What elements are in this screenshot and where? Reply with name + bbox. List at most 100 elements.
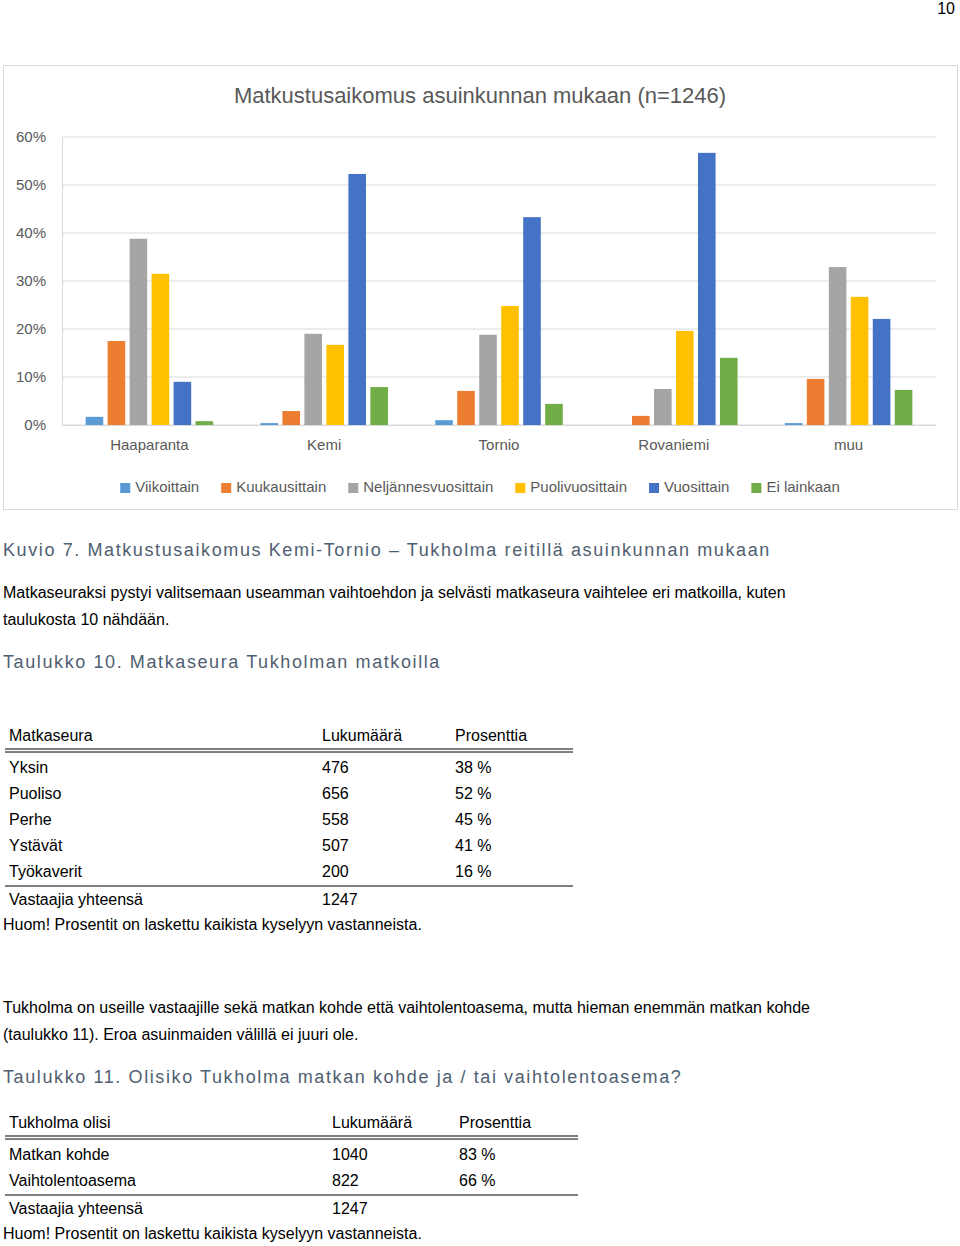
table-cell: Perhe	[9, 811, 52, 828]
table-total: 1247	[322, 891, 358, 908]
legend-swatch	[649, 483, 659, 493]
chart: Matkustusaikomus asuinkunnan mukaan (n=1…	[4, 66, 958, 510]
y-axis: 0%10%20%30%40%50%60%	[16, 128, 63, 433]
legend-label: Viikoittain	[135, 478, 199, 495]
legend-label: Vuosittain	[664, 478, 729, 495]
table-cell: 38 %	[455, 759, 491, 776]
y-tick-label: 40%	[16, 224, 46, 241]
table-cell: Yksin	[9, 759, 48, 776]
page-number: 10	[937, 0, 955, 17]
y-tick-label: 10%	[16, 368, 46, 385]
y-tick-label: 60%	[16, 128, 46, 145]
bar	[610, 425, 628, 426]
bar	[545, 404, 563, 425]
bar	[130, 239, 148, 425]
bar	[785, 423, 803, 425]
paragraph-line: taulukosta 10 nähdään.	[3, 611, 169, 628]
y-tick-label: 30%	[16, 272, 46, 289]
table-cell: 45 %	[455, 811, 491, 828]
bar	[676, 331, 694, 425]
table-total: Vastaajia yhteensä	[9, 1200, 143, 1217]
table-note: Huom! Prosentit on laskettu kaikista kys…	[3, 916, 422, 933]
table-note: Huom! Prosentit on laskettu kaikista kys…	[3, 1225, 422, 1242]
grid-line	[62, 233, 936, 234]
table-cell: 476	[322, 759, 349, 776]
table-cell: 822	[332, 1172, 359, 1189]
table-cell: Vaihtolentoasema	[9, 1172, 136, 1189]
y-tick: 40%	[16, 224, 62, 241]
x-tick-label: Tornio	[479, 436, 520, 453]
table-header: Prosenttia	[455, 727, 527, 744]
table-cell: 83 %	[459, 1146, 495, 1163]
legend-swatch	[120, 483, 130, 493]
legend-item: Viikoittain	[120, 478, 199, 495]
legend-swatch	[515, 483, 525, 493]
y-tick: 0%	[24, 416, 62, 433]
table-cell: 52 %	[455, 785, 491, 802]
bar	[370, 387, 388, 425]
table-cell: 66 %	[459, 1172, 495, 1189]
table-header: Prosenttia	[459, 1114, 531, 1131]
bar	[304, 334, 322, 425]
table-caption: Taulukko 10. Matkaseura Tukholman matkoi…	[3, 652, 441, 672]
legend-label: Neljännesvuosittain	[363, 478, 493, 495]
y-tick-label: 0%	[24, 416, 46, 433]
paragraph-line: Matkaseuraksi pystyi valitsemaan useamma…	[3, 584, 786, 601]
table-header: Lukumäärä	[322, 727, 402, 744]
paragraph-line: (taulukko 11). Eroa asuinmaiden välillä …	[3, 1026, 358, 1043]
table-total: Vastaajia yhteensä	[9, 891, 143, 908]
table-cell: 41 %	[455, 837, 491, 854]
legend-label: Ei lainkaan	[766, 478, 839, 495]
legend-item: Puolivuosittain	[515, 478, 627, 495]
table-header: Matkaseura	[9, 727, 93, 744]
bar	[196, 421, 214, 425]
table-cell: 1040	[332, 1146, 368, 1163]
table-header-rule	[5, 1136, 578, 1137]
bar	[720, 358, 738, 425]
x-axis: HaaparantaKemiTornioRovaniemimuu	[63, 425, 937, 453]
paragraph-line: Tukholma on useille vastaajille sekä mat…	[3, 999, 810, 1016]
table-caption: Taulukko 11. Olisiko Tukholma matkan koh…	[3, 1067, 682, 1087]
x-tick: Tornio	[479, 425, 520, 453]
grid-line	[62, 329, 936, 330]
table-rule	[5, 1195, 578, 1196]
legend-swatch	[221, 483, 231, 493]
grid-line	[62, 425, 936, 426]
grid-line	[62, 137, 936, 138]
x-tick: Rovaniemi	[638, 425, 709, 453]
table-cell: 200	[322, 863, 349, 880]
grid	[62, 137, 936, 425]
bar	[108, 341, 126, 425]
bar	[501, 306, 519, 425]
figure-caption: Kuvio 7. Matkustusaikomus Kemi-Tornio – …	[3, 540, 771, 560]
bar	[282, 411, 300, 425]
bar	[86, 417, 104, 425]
grid-line	[62, 185, 936, 186]
bar	[654, 389, 672, 425]
bar	[873, 319, 891, 425]
bar	[326, 345, 344, 425]
bar	[698, 153, 716, 425]
x-tick: muu	[834, 425, 863, 453]
table-cell: Ystävät	[9, 837, 63, 854]
table-cell: 656	[322, 785, 349, 802]
table-header: Lukumäärä	[332, 1114, 412, 1131]
y-axis-line	[62, 138, 63, 426]
table-header-rule	[5, 749, 573, 750]
bar	[174, 382, 192, 425]
legend-item: Neljännesvuosittain	[348, 478, 493, 495]
y-tick: 60%	[16, 128, 62, 145]
table-rule	[5, 886, 573, 887]
legend: Viikoittain Kuukausittain Neljännesvuositt…	[120, 478, 840, 495]
legend-label: Puolivuosittain	[530, 478, 627, 495]
table-total: 1247	[332, 1200, 368, 1217]
bar	[457, 391, 475, 425]
chart-title: Matkustusaikomus asuinkunnan mukaan (n=1…	[234, 83, 726, 108]
legend-label: Kuukausittain	[236, 478, 326, 495]
bar	[895, 390, 913, 425]
y-tick-label: 20%	[16, 320, 46, 337]
bar	[479, 335, 497, 425]
table-cell: Puoliso	[9, 785, 62, 802]
bar	[829, 267, 847, 425]
x-tick-label: Kemi	[307, 436, 341, 453]
